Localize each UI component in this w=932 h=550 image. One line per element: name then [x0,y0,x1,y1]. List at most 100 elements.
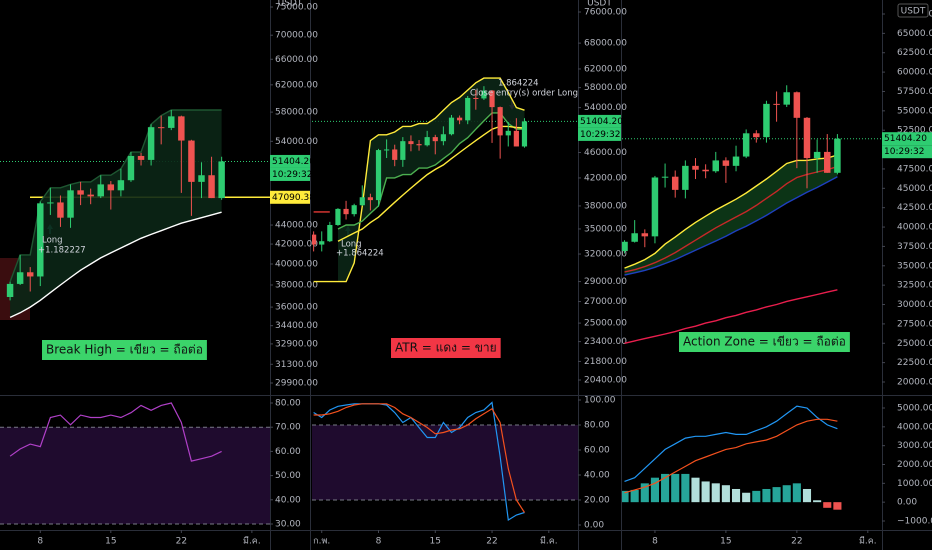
candle-body [692,165,699,170]
candle-body [457,117,463,121]
histogram-bar [671,473,680,503]
candle-body [803,117,811,159]
candle-body [732,156,740,166]
indicator-line [9,211,222,319]
candle-body [763,103,770,138]
y-tick-label: 40.00 [275,495,301,505]
annotation: Long [42,236,63,246]
countdown-label: 10:29:32 [580,130,620,140]
countdown-label: 10:29:32 [884,147,924,157]
x-tick-label: มี.ค. [540,536,558,547]
histogram-bar [772,487,781,503]
y-tick-label: 62000.00 [584,64,627,74]
candle-body [208,175,215,199]
candle-body [722,160,730,166]
y-tick-label: 21800.00 [584,357,627,367]
y-tick-label: 54000.00 [275,137,318,147]
y-tick-label: 68000.00 [584,39,627,49]
level-label: 47090.38 [272,193,315,203]
candle-body [753,133,760,138]
last-price-label-box [882,132,932,146]
pane [0,109,270,319]
candle-body [77,190,84,195]
y-tick-label: 44000.00 [275,221,318,231]
y-tick-label: 1000.00 [897,479,932,489]
x-tick-label: มี.ค. [859,536,877,547]
y-tick-label: 5000.00 [897,404,932,414]
histogram-bar [813,500,822,503]
zone-fill [10,110,222,318]
y-tick-label: 46000.00 [584,148,627,158]
candle-body [147,127,155,160]
x-tick-label: 15 [720,537,731,547]
candle-body [641,233,649,237]
caption-box [679,332,850,352]
x-tick-label: 15 [105,537,116,547]
y-tick-label: 20000.00 [897,378,932,388]
candle-body [137,155,145,160]
candle-body [497,107,503,136]
histogram-bar [731,488,741,503]
y-tick-label: 60.00 [275,447,301,457]
y-tick-label: 80.00 [275,399,301,409]
histogram-bar [701,481,710,503]
candle-body [97,184,104,197]
y-tick-label: 58000.00 [275,108,318,118]
candle-body [67,190,74,218]
pane [622,85,882,344]
unit-label: USDT [901,7,926,17]
histogram-bar [823,502,832,508]
pane [622,405,842,510]
histogram-bar [792,483,801,503]
candle-body [127,155,135,181]
candle-body [481,90,487,99]
candle-body [489,90,495,108]
y-tick-label: 38000.00 [275,280,318,290]
y-tick-label: 23400.00 [584,337,627,347]
candle-body [702,169,709,172]
y-tick-label: 27500.00 [897,319,932,329]
y-tick-label: 25000.00 [897,339,932,349]
y-tick-label: 45000.00 [897,184,932,194]
candle-body [661,176,669,178]
y-tick-label: 66000.00 [275,55,318,65]
y-tick-label: 40.00 [584,471,610,481]
candle-body [218,161,225,199]
candle-body [793,92,801,118]
indicator-line [313,77,525,283]
last-price-label-box [578,114,621,128]
annotation: +1.182227 [38,246,86,256]
y-tick-label: 62000.00 [275,80,318,90]
y-tick-label: 60.00 [584,446,610,456]
histogram-bar [661,473,670,503]
y-tick-label: 0.00 [897,498,917,508]
candle-body [107,184,115,191]
candle-body [513,130,519,147]
last-price-label: 51404.20 [272,157,315,167]
y-tick-label: 27000.00 [584,297,627,307]
x-tick-label: 22 [486,537,497,547]
y-tick-label: 40000.00 [897,223,932,233]
candle-body [651,177,659,237]
candle-body [157,127,165,129]
y-tick-label: 29000.00 [584,277,627,287]
indicator-line [9,109,222,283]
zone-fill [338,78,525,282]
candle-body [47,202,54,204]
indicator-line [337,125,525,242]
y-tick-label: 50.00 [275,471,301,481]
caption: Action Zone = เขียว = ถือต่อ [683,335,846,349]
candle-body [16,272,24,284]
countdown-label-box [578,127,621,141]
oscillator-line [9,402,222,462]
y-tick-label: 4000.00 [897,422,932,432]
candle-body [521,121,528,147]
candle-body [473,97,479,99]
y-tick-label: 57500.00 [897,87,932,97]
oscillator-line [624,405,838,482]
band-fill [0,427,270,524]
candle-body [168,116,175,128]
candle-body [834,138,841,173]
y-tick-label: 58000.00 [584,83,627,93]
y-tick-label: 20.00 [584,496,610,506]
